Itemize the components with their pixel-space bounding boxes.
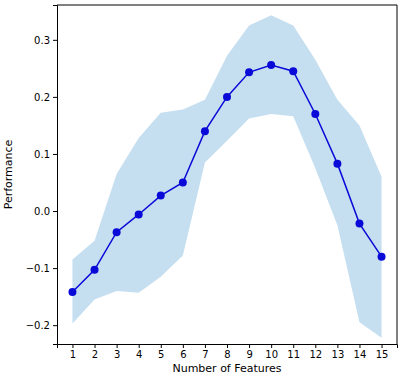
tick-mark (293, 344, 294, 348)
tick-label: −0.1 (26, 263, 50, 274)
tick: 0.1 (34, 149, 57, 160)
frame (57, 5, 397, 6)
tick-mark (161, 344, 162, 348)
tick-label: 12 (309, 349, 322, 360)
tick: 7 (202, 344, 208, 360)
tick-label: 3 (114, 349, 120, 360)
tick-mark (53, 154, 57, 155)
tick: 14 (354, 344, 367, 360)
tick-mark (139, 344, 140, 348)
point (113, 228, 121, 236)
point (157, 192, 165, 200)
y-axis: −0.2 −0.1 0.0 0.1 0.2 0.3 (26, 6, 58, 345)
tick-mark (53, 97, 57, 98)
data (68, 15, 385, 337)
tick: −0.2 (26, 320, 57, 331)
tick-label: 7 (202, 349, 208, 360)
tick-label: −0.2 (26, 320, 50, 331)
tick: 10 (265, 344, 278, 360)
point (223, 93, 231, 101)
tick-label: 6 (180, 349, 186, 360)
point (267, 61, 275, 69)
tick: 5 (158, 344, 164, 360)
tick-label: 0.1 (34, 149, 50, 160)
tick-mark (183, 344, 184, 348)
plot: 123456789101112131415−0.2−0.10.00.10.20.… (26, 5, 398, 360)
tick: 15 (376, 344, 389, 360)
tick-mark (117, 344, 118, 348)
tick: 6 (180, 344, 186, 360)
tick-mark (53, 211, 57, 212)
tick: 1 (70, 344, 76, 360)
tick-mark (53, 40, 57, 41)
tick: 4 (136, 344, 142, 360)
tick-label: 10 (265, 349, 278, 360)
tick-label: 8 (224, 349, 230, 360)
tick: 11 (287, 344, 300, 360)
point (378, 253, 386, 261)
tick-label: 5 (158, 349, 164, 360)
tick-label: 11 (287, 349, 300, 360)
tick-label: 0.3 (34, 35, 50, 46)
tick: 3 (114, 344, 120, 360)
tick-label: 1 (70, 349, 76, 360)
x-axis: 123456789101112131415 (58, 344, 398, 360)
axis-line (53, 6, 58, 345)
band (72, 15, 381, 337)
point (201, 127, 209, 135)
y-axis-title: Performance (2, 139, 15, 209)
tick-label: 13 (332, 349, 345, 360)
tick-label: 9 (246, 349, 252, 360)
tick-mark (53, 325, 57, 326)
point (68, 288, 76, 296)
tick-mark (53, 268, 57, 269)
frame (397, 5, 398, 344)
line (72, 65, 381, 292)
x-axis-title: Number of Features (172, 362, 281, 375)
tick-mark (315, 344, 316, 348)
tick-label: 0.0 (34, 206, 50, 217)
point (355, 220, 363, 228)
tick-mark (337, 344, 338, 348)
tick: 13 (332, 344, 345, 360)
axis-line (58, 345, 398, 349)
tick-mark (271, 344, 272, 348)
tick-label: 14 (354, 349, 367, 360)
point (91, 266, 99, 274)
tick: 9 (246, 344, 252, 360)
point (311, 110, 319, 118)
tick-label: 15 (376, 349, 389, 360)
tick-label: 4 (136, 349, 142, 360)
point (289, 67, 297, 75)
tick-mark (72, 344, 73, 348)
tick-label: 0.2 (34, 92, 50, 103)
tick-mark (95, 344, 96, 348)
chart: 123456789101112131415−0.2−0.10.00.10.20.… (0, 0, 400, 376)
tick-mark (205, 344, 206, 348)
tick-mark (382, 344, 383, 348)
point (245, 68, 253, 76)
tick-label: 2 (92, 349, 98, 360)
tick-mark (227, 344, 228, 348)
tick: 0.2 (34, 92, 57, 103)
point (135, 210, 143, 218)
tick: 0.3 (34, 35, 57, 46)
tick: −0.1 (26, 263, 57, 274)
tick-mark (249, 344, 250, 348)
tick: 8 (224, 344, 230, 360)
tick-mark (359, 344, 360, 348)
tick: 12 (309, 344, 322, 360)
point (179, 178, 187, 186)
tick: 2 (92, 344, 98, 360)
tick: 0.0 (34, 206, 57, 217)
point (333, 160, 341, 168)
